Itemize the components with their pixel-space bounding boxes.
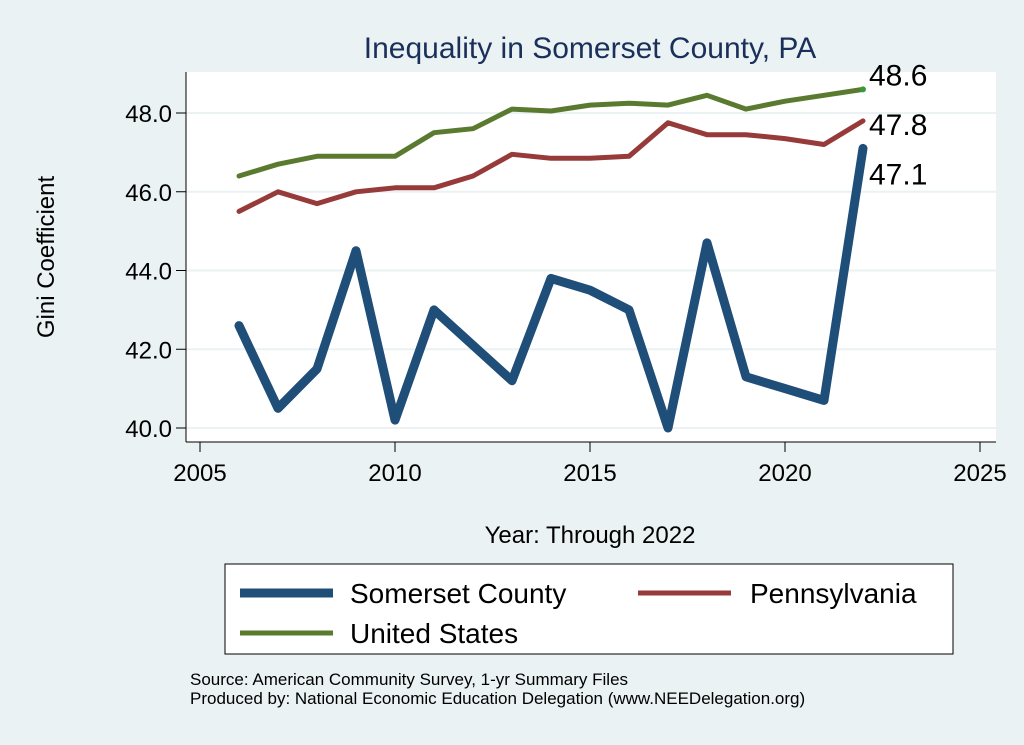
end-label-united-states: 48.6: [869, 59, 927, 92]
x-tick-label: 2015: [563, 460, 616, 487]
producer-line: Produced by: National Economic Education…: [190, 689, 806, 708]
y-tick-label: 40.0: [125, 416, 172, 443]
legend: Somerset County Pennsylvania United Stat…: [224, 563, 954, 655]
x-tick-label: 2025: [953, 460, 1006, 487]
legend-label-somerset: Somerset County: [350, 578, 566, 609]
x-tick-label: 2005: [173, 460, 226, 487]
end-label-pennsylvania: 47.8: [869, 109, 927, 142]
legend-box: [224, 563, 954, 655]
series-line-pennsylvania: [236, 118, 866, 214]
source-notes: Source: American Community Survey, 1-yr …: [190, 670, 805, 708]
legend-label-united-states: United States: [350, 618, 518, 649]
series-end-marker-united-states: [860, 86, 866, 93]
x-tick-label: 2010: [368, 460, 421, 487]
series-layer: [234, 86, 868, 433]
label-layer: 47.1 47.8 48.6: [869, 59, 927, 191]
source-line: Source: American Community Survey, 1-yr …: [190, 670, 629, 689]
chart-title: Inequality in Somerset County, PA: [364, 32, 816, 65]
series-line-somerset-county: [234, 143, 868, 433]
series-line-united-states: [236, 86, 866, 179]
y-tick-label: 46.0: [125, 180, 172, 207]
end-label-somerset-county: 47.1: [869, 158, 927, 191]
y-tick-label: 44.0: [125, 259, 172, 286]
y-tick-label: 42.0: [125, 337, 172, 364]
x-axis-title: Year: Through 2022: [485, 522, 696, 549]
legend-label-pennsylvania: Pennsylvania: [750, 578, 917, 609]
plot-area: [186, 72, 996, 442]
y-tick-label: 48.0: [125, 101, 172, 128]
tick-layer: 40.0 42.0 44.0 46.0 48.0 2005 2010 2015 2020 2025: [125, 101, 1006, 487]
x-tick-label: 2020: [758, 460, 811, 487]
y-axis-title: Gini Coefficient: [33, 176, 60, 339]
